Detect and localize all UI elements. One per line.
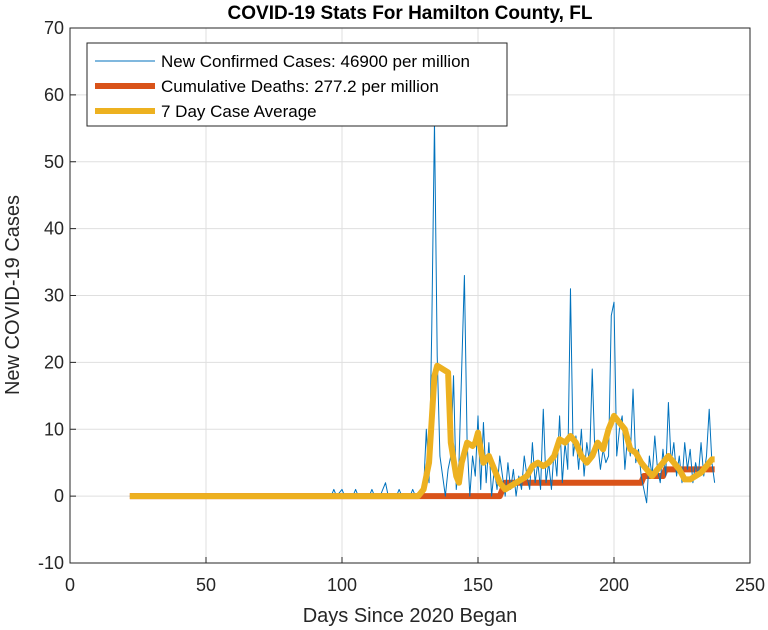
legend-label-2: 7 Day Case Average bbox=[161, 102, 317, 121]
x-tick-label: 150 bbox=[463, 575, 493, 595]
x-tick-label: 0 bbox=[65, 575, 75, 595]
legend-box bbox=[86, 42, 508, 127]
y-tick-label: 30 bbox=[44, 286, 64, 306]
legend: New Confirmed Cases: 46900 per million Cu… bbox=[86, 42, 508, 127]
y-axis-label: New COVID-19 Cases bbox=[2, 195, 24, 395]
x-tick-label: 100 bbox=[327, 575, 357, 595]
y-tick-label: 0 bbox=[54, 486, 64, 506]
x-axis-label: Days Since 2020 Began bbox=[303, 605, 518, 627]
legend-label-1: Cumulative Deaths: 277.2 per million bbox=[161, 77, 439, 96]
x-tick-label: 200 bbox=[599, 575, 629, 595]
chart-title: COVID-19 Stats For Hamilton County, FL bbox=[228, 3, 593, 24]
y-tick-label: 10 bbox=[44, 419, 64, 439]
y-tick-label: 20 bbox=[44, 352, 64, 372]
y-tick-label: -10 bbox=[38, 553, 64, 573]
y-tick-label: 70 bbox=[44, 18, 64, 38]
series-layer bbox=[129, 121, 716, 504]
y-tick-label: 40 bbox=[44, 219, 64, 239]
x-tick-label: 250 bbox=[735, 575, 765, 595]
legend-label-0: New Confirmed Cases: 46900 per million bbox=[161, 52, 470, 71]
series-line-2 bbox=[129, 362, 715, 500]
y-tick-label: 60 bbox=[44, 85, 64, 105]
y-tick-label: 50 bbox=[44, 152, 64, 172]
x-tick-label: 50 bbox=[196, 575, 216, 595]
